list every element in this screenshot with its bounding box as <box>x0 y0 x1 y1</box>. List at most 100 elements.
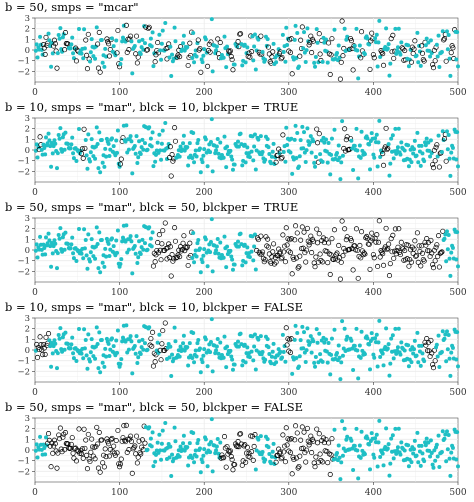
y-tick-label: −2 <box>17 67 30 77</box>
data-point-observed <box>309 150 314 155</box>
data-point-imputed <box>168 173 174 179</box>
data-point-observed <box>267 151 272 156</box>
data-point-imputed <box>299 424 305 430</box>
data-point-observed <box>100 160 105 165</box>
data-point-observed <box>205 264 210 269</box>
data-point-observed <box>301 146 306 151</box>
data-point-imputed <box>187 240 193 246</box>
data-point-imputed <box>242 442 248 448</box>
data-point-observed <box>369 331 374 336</box>
data-point-observed <box>181 433 186 438</box>
data-point-imputed <box>183 244 189 250</box>
data-point-observed <box>50 251 55 256</box>
data-point-observed <box>201 253 206 258</box>
data-point-imputed <box>258 33 264 39</box>
data-point-imputed <box>356 253 362 260</box>
x-tick-label: 0 <box>32 188 38 198</box>
data-point-observed <box>236 344 241 349</box>
y-tick-label: 2 <box>25 225 30 235</box>
data-point-observed <box>393 426 398 431</box>
data-point-observed <box>374 432 379 437</box>
data-point-imputed <box>165 245 171 251</box>
data-point-observed <box>377 318 382 323</box>
data-point-observed <box>186 463 191 468</box>
data-point-observed <box>159 141 164 146</box>
data-point-observed <box>145 447 150 452</box>
data-point-observed <box>396 126 401 131</box>
data-point-imputed <box>155 250 162 256</box>
data-point-observed <box>210 169 215 174</box>
data-point-observed <box>115 250 120 255</box>
data-point-observed <box>406 364 411 369</box>
data-point-imputed <box>304 447 310 453</box>
data-point-imputed <box>328 252 334 258</box>
data-point-observed <box>164 156 169 161</box>
data-point-imputed <box>380 151 386 157</box>
data-point-observed <box>194 354 199 359</box>
data-point-imputed <box>85 431 91 437</box>
data-point-imputed <box>181 233 187 239</box>
data-point-observed <box>138 52 143 57</box>
data-point-imputed <box>167 244 173 250</box>
data-point-imputed <box>85 31 91 37</box>
data-point-observed <box>378 355 383 360</box>
data-point-observed <box>157 132 162 137</box>
data-point-imputed <box>158 357 164 363</box>
data-point-imputed <box>143 24 149 30</box>
data-point-observed <box>71 351 76 356</box>
data-point-observed <box>214 248 219 253</box>
data-point-imputed <box>370 52 376 58</box>
data-point-observed <box>94 325 99 330</box>
data-point-observed <box>76 126 81 131</box>
data-point-imputed <box>150 263 156 269</box>
data-point-observed <box>86 232 91 237</box>
data-point-observed <box>162 48 167 53</box>
data-point-imputed <box>328 452 334 458</box>
data-point-observed <box>132 343 137 348</box>
data-point-observed <box>423 43 428 48</box>
data-point-imputed <box>329 236 335 242</box>
data-point-imputed <box>70 450 76 456</box>
data-point-observed <box>42 146 47 151</box>
data-point-observed <box>304 148 309 153</box>
data-point-observed <box>422 359 427 364</box>
data-point-imputed <box>367 66 373 72</box>
data-point-imputed <box>432 58 438 64</box>
y-tick-label: 3 <box>25 214 30 224</box>
data-point-imputed <box>374 232 380 238</box>
data-point-observed <box>215 436 220 441</box>
data-point-observed <box>300 124 305 129</box>
data-point-observed <box>415 330 420 335</box>
y-tick-label: 2 <box>25 25 30 35</box>
data-point-observed <box>336 443 341 448</box>
data-point-observed <box>253 467 258 472</box>
data-point-imputed <box>41 345 47 351</box>
data-point-observed <box>414 153 419 158</box>
data-point-observed <box>240 263 245 268</box>
data-point-observed <box>371 352 376 357</box>
data-point-imputed <box>305 438 311 444</box>
data-point-observed <box>390 433 395 438</box>
data-point-observed <box>186 363 191 368</box>
data-point-observed <box>98 270 103 275</box>
data-point-imputed <box>62 30 69 36</box>
data-point-imputed <box>283 425 289 431</box>
data-point-observed <box>318 352 323 357</box>
data-point-observed <box>93 44 98 49</box>
data-point-imputed <box>126 47 132 53</box>
data-point-observed <box>43 135 48 140</box>
panel-title: b = 50, smps = "mar", blck = 50, blckper… <box>5 200 299 214</box>
data-point-observed <box>418 363 423 368</box>
data-point-observed <box>215 336 220 341</box>
data-point-imputed <box>129 470 135 476</box>
data-point-observed <box>62 247 67 252</box>
data-point-imputed <box>78 451 85 457</box>
data-point-imputed <box>337 276 343 282</box>
data-point-observed <box>191 330 196 335</box>
data-point-observed <box>193 448 198 453</box>
data-point-observed <box>209 217 214 222</box>
data-point-observed <box>352 143 357 148</box>
data-point-observed <box>181 33 186 38</box>
data-point-imputed <box>371 55 377 61</box>
